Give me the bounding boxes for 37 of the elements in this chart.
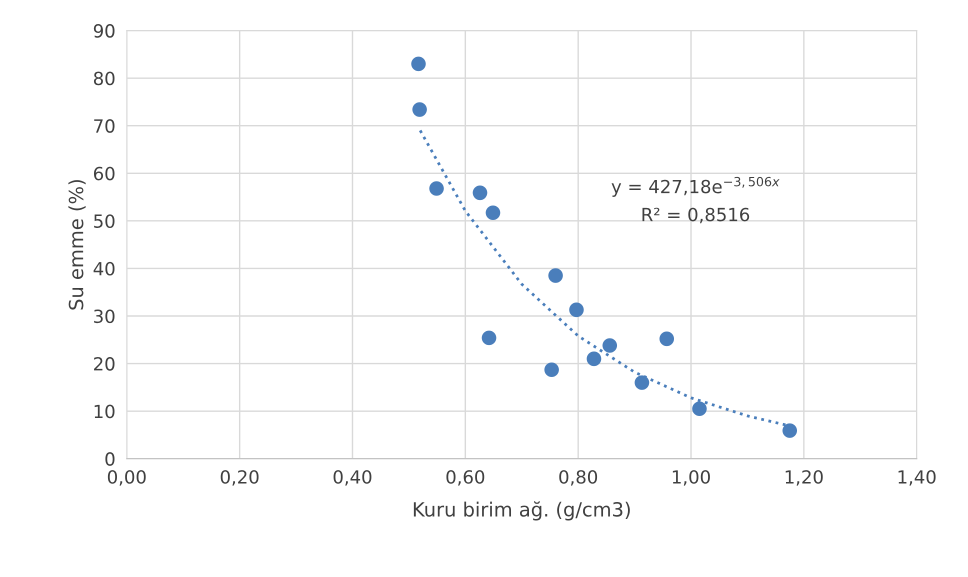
point <box>472 186 488 200</box>
y-tick-label: 70 <box>94 119 114 133</box>
point <box>544 362 559 378</box>
x-tick-label: 0,00 <box>108 470 146 486</box>
x-axis-title: Kuru birim ağ. (g/cm3) <box>414 501 630 520</box>
point <box>482 330 496 346</box>
x-tick-label: 1,40 <box>898 470 936 486</box>
y-tick-label: 30 <box>94 309 114 324</box>
annotation: R² = 0,8516 <box>642 208 750 224</box>
y-tick-label: 50 <box>94 214 114 228</box>
y-tick-label: 20 <box>94 357 114 371</box>
point <box>602 338 618 353</box>
annotation: y = 427,18e$^{−3,506x}$ <box>612 176 780 197</box>
y-tick-label: 0 <box>105 452 114 466</box>
point <box>411 56 426 72</box>
point <box>692 401 707 416</box>
x-tick-label: 1,00 <box>672 470 710 486</box>
point <box>486 205 500 220</box>
x-tick-label: 0,40 <box>334 470 372 486</box>
point <box>659 332 674 346</box>
y-tick-label: 10 <box>94 404 114 418</box>
point <box>548 268 563 283</box>
point <box>634 375 650 390</box>
y-tick-label: 60 <box>94 166 114 180</box>
y-tick-label: 90 <box>94 24 114 38</box>
x-tick-label: 0,20 <box>220 470 259 486</box>
y-tick-label: 40 <box>94 262 114 276</box>
x-tick-label: 1,20 <box>786 470 823 486</box>
point <box>412 102 427 117</box>
point <box>429 181 444 196</box>
y-tick-label: 80 <box>94 72 114 86</box>
y-axis-title: Su emme (%) <box>68 180 86 310</box>
point <box>782 423 798 438</box>
point <box>569 302 584 318</box>
point <box>586 352 602 366</box>
x-tick-label: 0,60 <box>446 470 484 486</box>
x-tick-label: 0,80 <box>559 470 598 486</box>
